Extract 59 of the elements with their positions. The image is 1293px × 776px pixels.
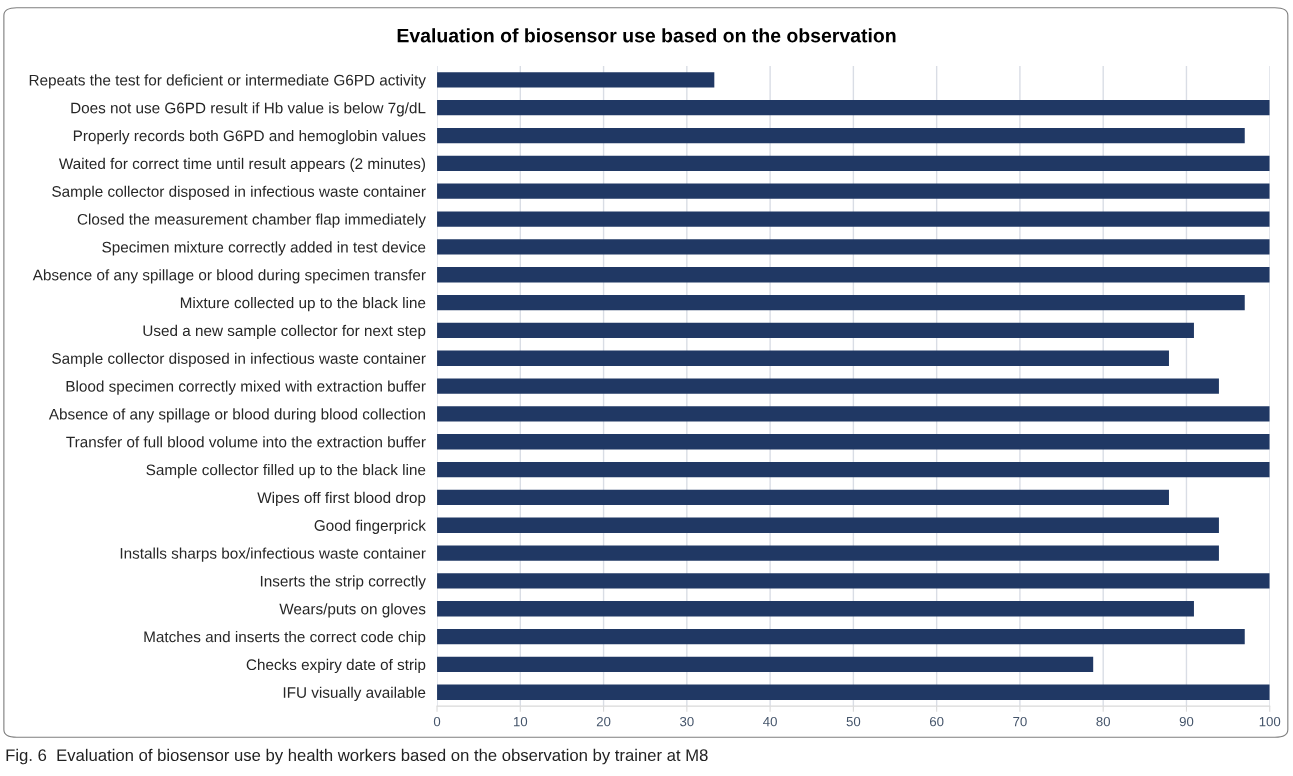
- bar: [437, 183, 1270, 199]
- y-tick-label: Transfer of full blood volume into the extraction buffer: [66, 436, 426, 448]
- bar: [437, 239, 1270, 255]
- y-tick-label: Checks expiry date of strip: [246, 658, 426, 674]
- bar: [437, 461, 1270, 478]
- bar: [437, 656, 1094, 673]
- x-tick-label: 0: [433, 716, 441, 727]
- bar: [437, 322, 1194, 339]
- bar: [437, 127, 1245, 144]
- x-tick-label: 20: [596, 716, 611, 727]
- y-tick-label: Blood specimen correctly mixed with extraction buffer: [66, 380, 426, 395]
- x-tick-label: 40: [763, 716, 777, 727]
- bar: [437, 545, 1219, 561]
- bar: [437, 72, 715, 88]
- x-tick-label: 60: [929, 716, 944, 727]
- x-tick-label: 100: [1259, 716, 1281, 727]
- y-tick-label: Sample collector disposed in infectious waste container: [52, 352, 426, 367]
- bar: [437, 267, 1270, 283]
- bar: [437, 684, 1270, 700]
- bar: [437, 350, 1169, 366]
- bar: [437, 517, 1219, 533]
- bar: [437, 573, 1270, 589]
- y-tick-label: Properly records both G6PD and hemoglobin values: [73, 130, 426, 145]
- bar: [437, 294, 1245, 311]
- y-tick-label: Used a new sample collector for next step: [143, 324, 426, 340]
- x-tick-label: 50: [846, 716, 861, 727]
- y-tick-label: Closed the measurement chamber flap immediately: [77, 213, 426, 228]
- y-tick-label: Good fingerprick: [314, 519, 426, 534]
- bar: [437, 378, 1219, 394]
- y-tick-label: Does not use G6PD result if Hb value is below 7g/dL: [71, 102, 426, 117]
- y-tick-label: Matches and inserts the correct code chip: [144, 631, 426, 646]
- bar: [437, 100, 1270, 116]
- y-tick-label: Absence of any spillage or blood during specimen transfer: [32, 269, 426, 284]
- bar: [437, 155, 1270, 172]
- bar: [437, 601, 1194, 617]
- y-tick-label: Specimen mixture correctly added in test device: [102, 241, 426, 256]
- caption: Fig. 6 Evaluation of biosensor use by health workers based on the observation by trainer at M8: [6, 748, 708, 765]
- x-tick-label: 30: [680, 716, 694, 727]
- bar: [437, 406, 1270, 422]
- y-tick-label: Sample collector disposed in infectious waste container: [52, 185, 426, 200]
- x-tick-label: 90: [1179, 716, 1194, 727]
- y-tick-label: Repeats the test for deficient or intermediate G6PD activity: [29, 74, 426, 89]
- y-tick-label: Sample collector filled up to the black line: [146, 464, 426, 479]
- y-tick-label: Wears/puts on gloves: [279, 603, 426, 618]
- x-tick-label: 10: [513, 716, 528, 727]
- bar: [437, 628, 1245, 645]
- x-tick-label: 80: [1096, 716, 1111, 727]
- x-tick-label: 70: [1013, 716, 1027, 727]
- y-tick-label: Inserts the strip correctly: [260, 575, 426, 590]
- y-tick-label: Installs sharps box/infectious waste container: [120, 547, 426, 562]
- bar: [437, 211, 1270, 227]
- y-tick-label: IFU visually available: [283, 686, 426, 701]
- y-tick-label: Mixture collected up to the black line: [180, 297, 426, 312]
- bar: [437, 489, 1169, 506]
- y-tick-label: Wipes off first blood drop: [257, 491, 426, 507]
- chart-title: Evaluation of biosensor use based on the observation: [397, 28, 896, 43]
- bar: [437, 434, 1270, 450]
- y-tick-label: Absence of any spillage or blood during blood collection: [48, 408, 425, 423]
- y-tick-label: Waited for correct time until result appears (2 minutes): [58, 157, 425, 173]
